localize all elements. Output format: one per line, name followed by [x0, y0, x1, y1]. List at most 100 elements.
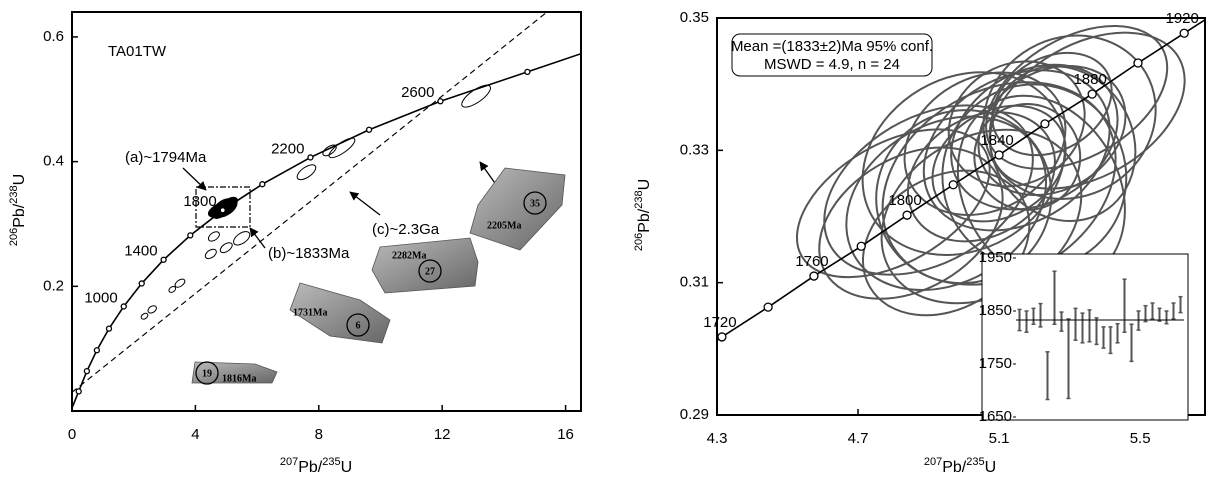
age-point [220, 208, 225, 213]
age-point [995, 151, 1003, 159]
grain-age: 1731Ma [293, 307, 327, 318]
axis-label-text: Pb/ [11, 203, 28, 228]
stats-text: MSWD = 4.9, n = 24 [764, 56, 900, 73]
y-tick-label: 0.31 [680, 274, 709, 291]
inset-tick-label: 1950 [979, 249, 1012, 266]
y-tick-label: 0.2 [43, 277, 64, 294]
age-label: 1400 [124, 243, 157, 260]
axis-label-superscript: 207 [924, 456, 942, 468]
age-point [139, 281, 144, 286]
age-point [810, 272, 818, 280]
spot-label: 19 [202, 368, 212, 379]
error-ellipse [207, 230, 221, 243]
x-tick-label: 12 [434, 426, 451, 443]
annotation-arrow [350, 192, 380, 215]
error-ellipse [231, 229, 252, 248]
age-label: 2200 [271, 140, 304, 157]
axis-label-superscript: 206 [633, 233, 645, 251]
age-point [903, 211, 911, 219]
axis-label-superscript: 238 [8, 185, 20, 203]
y-tick-label: 0.29 [680, 406, 709, 423]
axis-label-text: Pb/ [298, 459, 323, 476]
age-label: 1760 [795, 253, 828, 270]
age-label: 1880 [1073, 71, 1106, 88]
x-tick-label: 4.7 [848, 430, 869, 447]
axis-label-text: U [636, 179, 653, 191]
x-tick-label: 4 [191, 426, 199, 443]
x-tick-label: 5.1 [989, 430, 1010, 447]
age-label: 2600 [401, 84, 434, 101]
age-point [1088, 90, 1096, 98]
age-label: 1840 [980, 132, 1013, 149]
spot-label: 27 [425, 266, 435, 277]
axis-label-superscript: 235 [966, 456, 984, 468]
annotation: (b)~1833Ma [268, 245, 350, 262]
age-point [718, 333, 726, 341]
axis-label-text: U [341, 459, 353, 476]
axis-label: 207Pb/235U [280, 456, 352, 476]
inset-tick-label: 1850 [979, 302, 1012, 319]
error-ellipse [219, 241, 234, 255]
axis-label-superscript: 206 [8, 228, 20, 246]
age-point [1041, 120, 1049, 128]
inset-tick-label: 1750 [979, 355, 1012, 372]
age-point [1134, 59, 1142, 67]
x-tick-label: 4.3 [707, 430, 728, 447]
annotation-arrow [183, 168, 206, 190]
age-point [764, 303, 772, 311]
age-label: 1800 [888, 192, 921, 209]
axis-label-text: U [985, 459, 997, 476]
age-point [121, 304, 126, 309]
age-point [308, 155, 313, 160]
zircon-grain [470, 168, 565, 250]
x-tick-label: 0 [68, 426, 76, 443]
error-ellipse [140, 312, 149, 320]
reference-line [72, 12, 547, 392]
age-point [94, 348, 99, 353]
spot-label: 6 [356, 320, 361, 331]
axis-label-text: U [11, 174, 28, 186]
y-tick-label: 0.6 [43, 28, 64, 45]
age-point [84, 369, 89, 374]
age-point [1180, 29, 1188, 37]
grain-age: 2282Ma [392, 250, 426, 261]
age-point [857, 242, 865, 250]
spot-label: 35 [530, 198, 540, 209]
grain-age: 2205Ma [487, 220, 521, 231]
axis-label-text: Pb/ [942, 459, 967, 476]
age-point [260, 182, 265, 187]
error-ellipse [147, 304, 158, 314]
y-tick-label: 0.4 [43, 153, 64, 170]
inset-frame [982, 254, 1188, 420]
axis-label-superscript: 238 [633, 190, 645, 208]
concordia-curve [79, 72, 528, 392]
age-point [525, 69, 530, 74]
age-point [188, 233, 193, 238]
axis-label-text: Pb/ [636, 208, 653, 233]
age-point [76, 389, 81, 394]
age-point [106, 326, 111, 331]
chart-title: TA01TW [108, 43, 167, 60]
age-point [949, 181, 957, 189]
stats-text: Mean =(1833±2)Ma 95% conf. [731, 38, 933, 55]
axis-label: 207Pb/235U [924, 456, 996, 476]
grain-age: 1816Ma [222, 373, 256, 384]
y-tick-label: 0.33 [680, 141, 709, 158]
age-point [161, 257, 166, 262]
figure: 04812160.20.40.6207Pb/235U206Pb/238UTA01… [0, 0, 1212, 482]
axis-label-superscript: 207 [280, 456, 298, 468]
page: {"chart_data": [ {"type": "concordia", "… [0, 0, 1212, 482]
age-label: 1800 [183, 193, 216, 210]
error-ellipse [204, 247, 218, 260]
annotation: (a)~1794Ma [125, 149, 207, 166]
age-point [438, 99, 443, 104]
age-label: 1720 [703, 314, 736, 331]
y-tick-label: 0.35 [680, 9, 709, 26]
axis-label: 206Pb/238U [633, 179, 653, 251]
age-point [367, 127, 372, 132]
x-tick-label: 8 [315, 426, 323, 443]
x-tick-label: 16 [557, 426, 574, 443]
axis-label: 206Pb/238U [8, 174, 28, 246]
annotation: (c)~2.3Ga [372, 221, 440, 238]
inset-tick-label: 1650 [979, 408, 1012, 425]
